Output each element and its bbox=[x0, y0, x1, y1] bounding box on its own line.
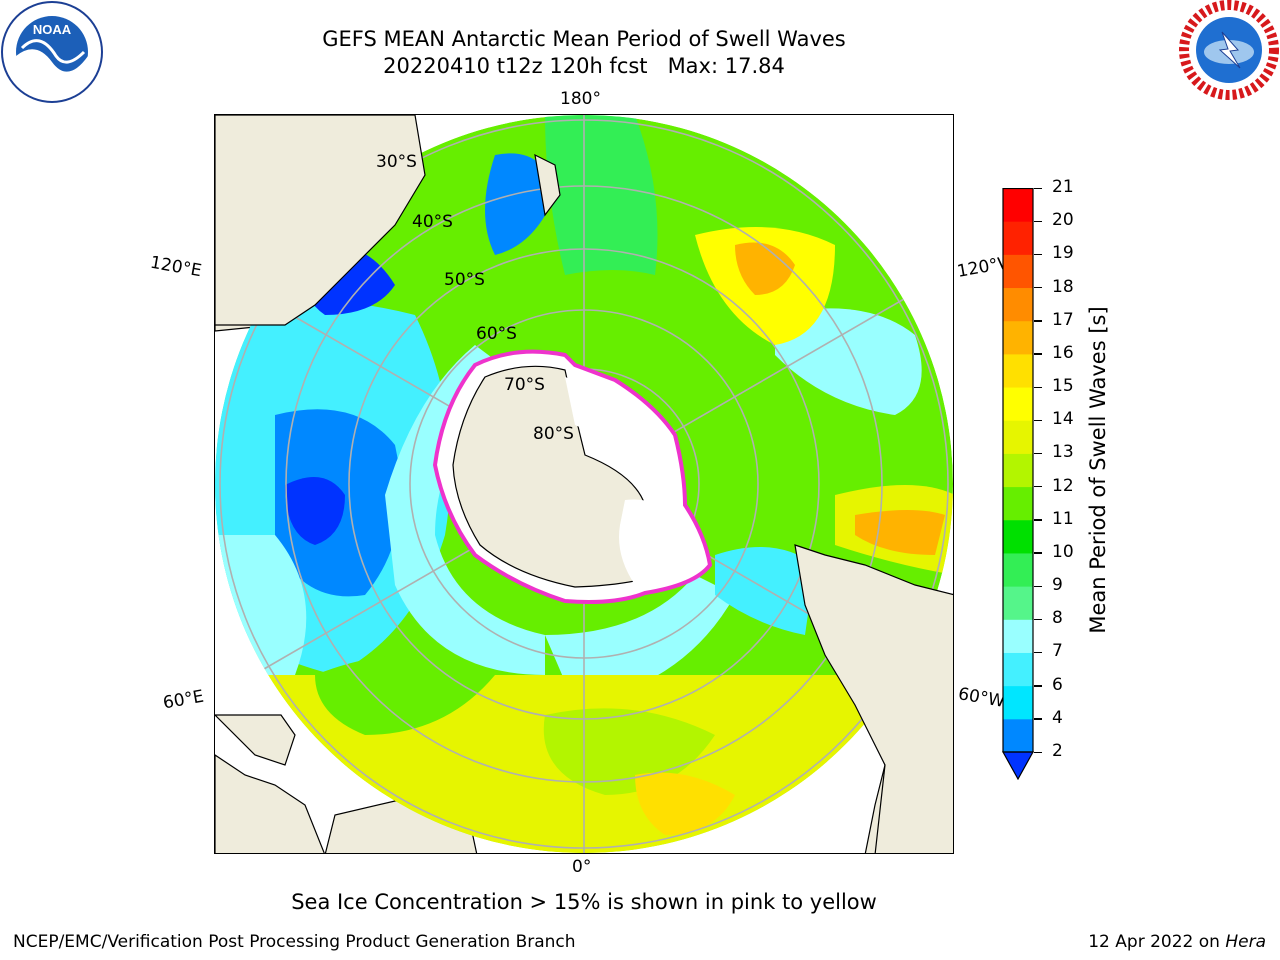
colorbar-segment bbox=[1003, 586, 1033, 620]
colorbar-tick-label: 10 bbox=[1052, 541, 1074, 562]
lat-label-50s: 50°S bbox=[444, 270, 485, 290]
colorbar-tick-mark bbox=[1034, 253, 1042, 256]
colorbar-tick-mark bbox=[1034, 220, 1042, 223]
colorbar-tick-label: 6 bbox=[1052, 674, 1063, 695]
colorbar-segment bbox=[1003, 353, 1033, 388]
colorbar-tick-label: 21 bbox=[1052, 177, 1074, 197]
chart-subtitle: 20220410 t12z 120h fcst Max: 17.84 bbox=[383, 54, 785, 78]
colorbar-tick-mark bbox=[1034, 452, 1042, 455]
colorbar-tick-mark bbox=[1034, 718, 1042, 720]
lat-label-60s: 60°S bbox=[476, 324, 517, 344]
colorbar-tick-label: 4 bbox=[1052, 707, 1063, 728]
chart-title: GEFS MEAN Antarctic Mean Period of Swell… bbox=[322, 27, 846, 51]
colorbar-segment bbox=[1003, 519, 1033, 554]
colorbar-segment bbox=[1003, 685, 1033, 720]
lat-label-80s: 80°S bbox=[533, 424, 574, 444]
colorbar-segment bbox=[1003, 387, 1033, 421]
colorbar-segment bbox=[1003, 619, 1033, 653]
colorbar-tick-label: 13 bbox=[1052, 442, 1074, 463]
colorbar-segment bbox=[1003, 453, 1033, 488]
colorbar-tick-mark bbox=[1034, 751, 1042, 753]
footer-date-text: 12 Apr 2022 on bbox=[1088, 932, 1226, 952]
colorbar-tick-mark bbox=[1034, 386, 1042, 388]
colorbar-tick-mark bbox=[1034, 486, 1042, 488]
colorbar-tick-label: 2 bbox=[1052, 741, 1063, 761]
colorbar-tick-mark bbox=[1034, 685, 1042, 687]
colorbar-tick-label: 9 bbox=[1052, 575, 1063, 596]
landmasses bbox=[215, 115, 953, 853]
footer-host: Hera bbox=[1225, 932, 1266, 952]
colorbar-tick-label: 8 bbox=[1052, 608, 1063, 629]
nws-logo bbox=[1179, 0, 1279, 100]
colorbar-tick-label: 15 bbox=[1052, 376, 1074, 397]
colorbar-tick-label: 20 bbox=[1052, 210, 1074, 231]
footer-date: 12 Apr 2022 on Hera bbox=[1088, 932, 1266, 952]
colorbar-tick-mark bbox=[1034, 651, 1042, 654]
colorbar-segment bbox=[1003, 652, 1033, 687]
colorbar-tick-mark bbox=[1034, 585, 1042, 587]
colorbar-tick-label: 11 bbox=[1052, 508, 1074, 529]
colorbar-tick-mark bbox=[1034, 419, 1042, 422]
colorbar-extend-triangle bbox=[1002, 751, 1034, 780]
colorbar-tick-mark bbox=[1034, 353, 1042, 355]
colorbar-tick-label: 19 bbox=[1052, 243, 1074, 264]
colorbar-tick-label: 18 bbox=[1052, 276, 1074, 297]
colorbar-tick-mark bbox=[1034, 552, 1042, 554]
colorbar-tick-label: 17 bbox=[1052, 309, 1074, 330]
colorbar-segment bbox=[1003, 320, 1033, 355]
colorbar-segment bbox=[1003, 221, 1033, 255]
colorbar-segment bbox=[1003, 188, 1033, 222]
colorbar-segment bbox=[1003, 718, 1033, 753]
colorbar-tick-mark bbox=[1034, 618, 1042, 621]
colorbar-tick-mark bbox=[1034, 320, 1042, 322]
colorbar-tick-mark bbox=[1034, 187, 1042, 189]
noaa-logo: NOAA bbox=[1, 1, 103, 103]
colorbar-segment bbox=[1003, 420, 1033, 454]
lat-label-30s: 30°S bbox=[376, 152, 417, 172]
colorbar-tick-mark bbox=[1034, 287, 1042, 289]
colorbar-tick-label: 7 bbox=[1052, 641, 1063, 662]
lon-label-60e: 60°E bbox=[161, 686, 206, 714]
svg-text:NOAA: NOAA bbox=[33, 22, 72, 37]
lat-label-40s: 40°S bbox=[412, 212, 453, 232]
colorbar-tick-label: 16 bbox=[1052, 342, 1074, 363]
antarctica bbox=[432, 349, 713, 604]
colorbar-tick-mark bbox=[1034, 519, 1042, 521]
lon-label-180: 180° bbox=[560, 89, 601, 109]
colorbar-tick-label: 12 bbox=[1052, 475, 1074, 496]
colorbar-segment bbox=[1003, 254, 1033, 289]
map-canvas bbox=[215, 115, 953, 853]
colorbar-tick-label: 14 bbox=[1052, 409, 1074, 430]
lon-label-60w: 60°W bbox=[956, 684, 1007, 712]
colorbar-segment bbox=[1003, 552, 1033, 587]
lon-label-0: 0° bbox=[572, 857, 592, 877]
colorbar-outline bbox=[1002, 188, 1034, 753]
sea-ice-note: Sea Ice Concentration > 15% is shown in … bbox=[291, 890, 877, 914]
colorbar-segment bbox=[1003, 287, 1033, 322]
polar-map bbox=[214, 114, 954, 854]
colorbar-segment bbox=[1003, 486, 1033, 521]
lon-label-120e: 120°E bbox=[148, 252, 204, 282]
colorbar bbox=[1002, 188, 1034, 780]
footer-branch: NCEP/EMC/Verification Post Processing Pr… bbox=[13, 932, 576, 952]
lat-label-70s: 70°S bbox=[504, 375, 545, 395]
